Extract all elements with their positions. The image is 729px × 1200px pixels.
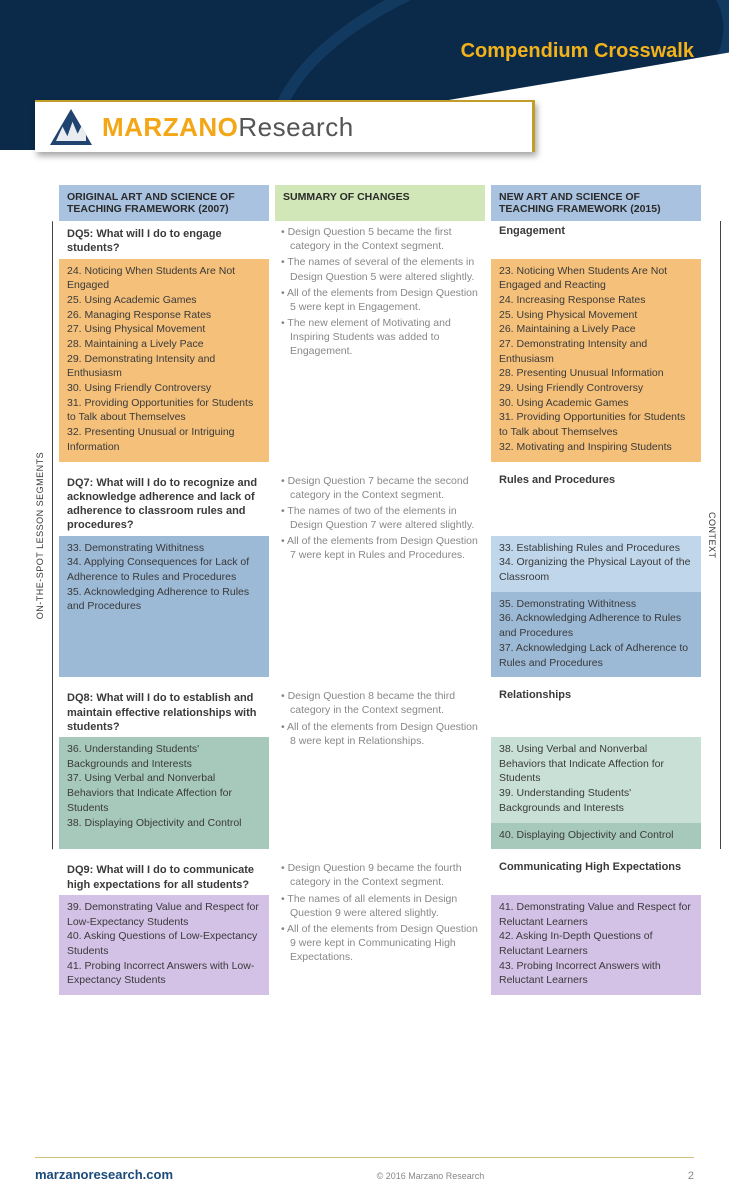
dq-title-2: DQ8: What will I do to establish and mai… xyxy=(59,685,269,737)
dq-title-3: DQ9: What will I do to communicate high … xyxy=(59,857,269,895)
left-items-1: 33. Demonstrating Withitness34. Applying… xyxy=(59,536,269,678)
gap xyxy=(35,677,721,685)
gutter-r xyxy=(707,857,721,895)
logo-icon xyxy=(50,109,92,145)
gap xyxy=(35,849,721,857)
spacer-r xyxy=(707,185,721,221)
right-seg-0-0: 23. Noticing When Students Are Not Engag… xyxy=(491,259,701,462)
page: Compendium Crosswalk MARZANOResearch ORI… xyxy=(0,0,729,1200)
logo-text: MARZANOResearch xyxy=(102,112,354,143)
left-items-0: 24. Noticing When Students Are Not Engag… xyxy=(59,259,269,462)
summary-2: • Design Question 8 became the third cat… xyxy=(275,685,485,849)
side-label-right: CONTEXT xyxy=(707,221,721,849)
right-seg-1-0: 33. Establishing Rules and Procedures34.… xyxy=(491,536,701,592)
right-items-3: 41. Demonstrating Value and Respect for … xyxy=(491,895,701,995)
spacer xyxy=(35,185,53,221)
category-0: Engagement xyxy=(491,221,701,259)
gap xyxy=(35,995,721,1003)
gutter-l xyxy=(35,895,53,995)
left-items-3: 39. Demonstrating Value and Respect for … xyxy=(59,895,269,995)
footer-copy: © 2016 Marzano Research xyxy=(377,1171,485,1181)
category-2: Relationships xyxy=(491,685,701,737)
right-items-1: 33. Establishing Rules and Procedures34.… xyxy=(491,536,701,678)
col-head-summary: SUMMARY OF CHANGES xyxy=(275,185,485,221)
dq-title-1: DQ7: What will I do to recognize and ack… xyxy=(59,470,269,536)
page-title: Compendium Crosswalk xyxy=(461,40,694,63)
right-items-2: 38. Using Verbal and Nonverbal Behaviors… xyxy=(491,737,701,849)
right-seg-2-0: 38. Using Verbal and Nonverbal Behaviors… xyxy=(491,737,701,822)
summary-0: • Design Question 5 became the first cat… xyxy=(275,221,485,462)
right-items-0: 23. Noticing When Students Are Not Engag… xyxy=(491,259,701,462)
gutter-l xyxy=(35,857,53,895)
footer-rule xyxy=(35,1157,694,1158)
category-3: Communicating High Expectations xyxy=(491,857,701,895)
category-1: Rules and Procedures xyxy=(491,470,701,536)
gap xyxy=(35,462,721,470)
col-head-original: ORIGINAL ART AND SCIENCE OF TEACHING FRA… xyxy=(59,185,269,221)
summary-1: • Design Question 7 became the second ca… xyxy=(275,470,485,678)
footer: marzanoresearch.com © 2016 Marzano Resea… xyxy=(35,1167,694,1182)
left-items-2: 36. Understanding Students' Backgrounds … xyxy=(59,737,269,849)
summary-3: • Design Question 9 became the fourth ca… xyxy=(275,857,485,995)
logo-light: Research xyxy=(238,112,353,142)
right-seg-1-1: 35. Demonstrating Withitness36. Acknowle… xyxy=(491,592,701,677)
right-seg-3-0: 41. Demonstrating Value and Respect for … xyxy=(491,895,701,995)
dq-title-0: DQ5: What will I do to engage students? xyxy=(59,221,269,259)
footer-page: 2 xyxy=(688,1170,694,1182)
side-label-left: ON-THE-SPOT LESSON SEGMENTS xyxy=(35,221,53,849)
logo-bar: MARZANOResearch xyxy=(35,100,535,152)
logo-bold: MARZANO xyxy=(102,112,238,142)
right-seg-2-1: 40. Displaying Objectivity and Control xyxy=(491,823,701,850)
crosswalk-grid: ORIGINAL ART AND SCIENCE OF TEACHING FRA… xyxy=(35,185,694,1003)
footer-site: marzanoresearch.com xyxy=(35,1167,173,1182)
gutter-r xyxy=(707,895,721,995)
col-head-new: NEW ART AND SCIENCE OF TEACHING FRAMEWOR… xyxy=(491,185,701,221)
